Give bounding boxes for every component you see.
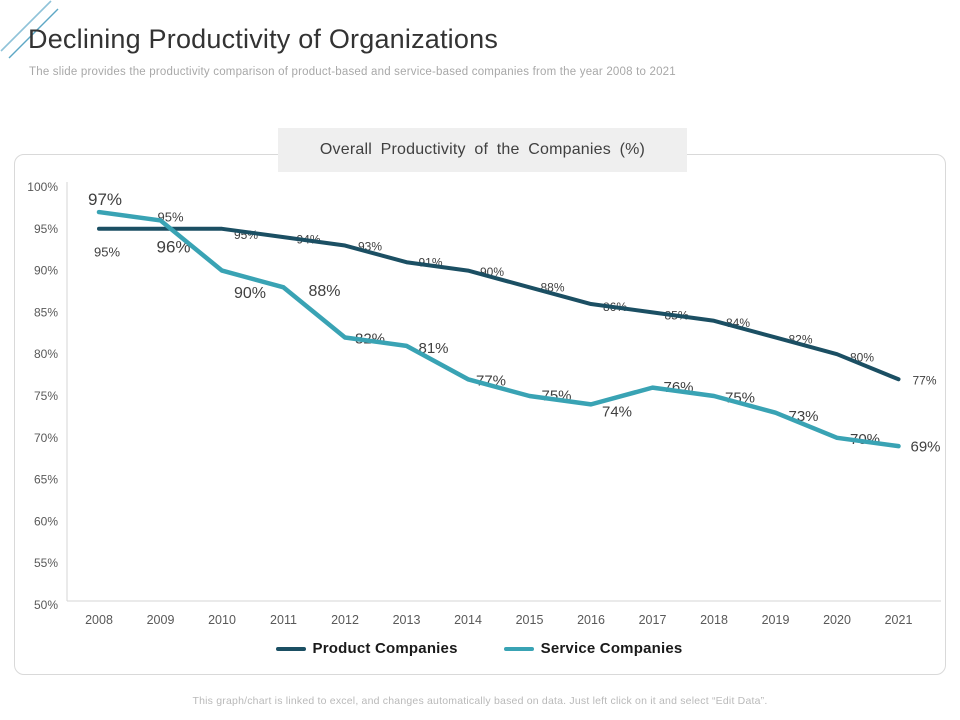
data-label-service: 90% — [234, 285, 266, 302]
data-label-product: 95% — [94, 244, 120, 259]
corner-accent-lines — [0, 0, 59, 59]
x-tick-label: 2008 — [85, 613, 113, 627]
product-line-swatch — [275, 646, 306, 651]
y-tick-label: 95% — [34, 222, 58, 236]
page-subtitle: The slide provides the productivity comp… — [29, 66, 676, 78]
footer-note: This graph/chart is linked to excel, and… — [192, 695, 768, 707]
x-tick-label: 2011 — [270, 613, 297, 627]
legend-item-product: Product Companies — [275, 640, 458, 657]
x-tick-label: 2021 — [885, 613, 913, 627]
x-tick-label: 2013 — [393, 613, 421, 627]
legend-label-product: Product Companies — [312, 640, 458, 657]
y-tick-label: 90% — [34, 264, 58, 278]
y-tick-label: 60% — [34, 514, 58, 528]
x-tick-label: 2009 — [147, 613, 175, 627]
chart-title-box: Overall Productivity of the Companies (%… — [278, 128, 687, 172]
page-title: Declining Productivity of Organizations — [28, 24, 499, 54]
chart-title: Overall Productivity of the Companies (%… — [319, 141, 646, 158]
y-tick-label: 55% — [34, 556, 58, 570]
chart-area[interactable] — [14, 154, 946, 675]
y-tick-label: 65% — [34, 473, 58, 487]
service-line-swatch — [503, 646, 534, 651]
y-tick-label: 100% — [27, 180, 58, 194]
data-label-service: 88% — [308, 283, 340, 300]
x-tick-label: 2018 — [700, 613, 728, 627]
data-label-service: 81% — [418, 340, 448, 357]
data-label-service: 69% — [910, 438, 940, 455]
x-tick-label: 2010 — [208, 613, 236, 627]
series-line-service — [96, 209, 901, 449]
x-tick-label: 2017 — [639, 613, 667, 627]
chart-legend: Product Companies Service Companies — [14, 640, 944, 657]
x-tick-label: 2020 — [823, 613, 851, 627]
data-label-service: 74% — [602, 404, 632, 421]
y-tick-label: 85% — [34, 305, 58, 319]
y-tick-label: 70% — [34, 431, 58, 445]
x-tick-label: 2012 — [331, 613, 359, 627]
y-tick-label: 50% — [34, 598, 58, 612]
legend-item-service: Service Companies — [503, 640, 683, 657]
x-tick-label: 2015 — [516, 613, 544, 627]
x-tick-label: 2014 — [454, 613, 482, 627]
data-label-service: 97% — [88, 190, 122, 209]
data-label-product: 77% — [912, 373, 936, 387]
accent-line-2 — [8, 8, 59, 59]
series-line-product — [97, 226, 901, 382]
x-tick-label: 2019 — [762, 613, 790, 627]
data-label-service: 96% — [156, 237, 190, 256]
y-tick-label: 75% — [34, 389, 58, 403]
legend-label-service: Service Companies — [540, 640, 683, 657]
accent-line-1 — [0, 0, 52, 52]
y-tick-label: 80% — [34, 347, 58, 361]
x-tick-label: 2016 — [577, 613, 605, 627]
